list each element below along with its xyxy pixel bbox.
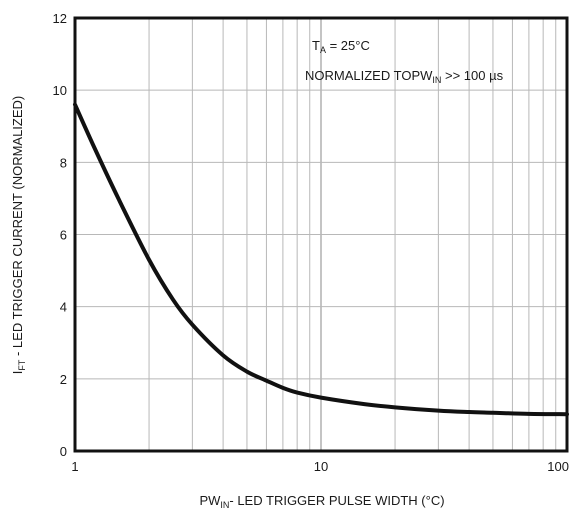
y-tick-label: 0 [60,444,67,459]
y-axis-title: IFT - LED TRIGGER CURRENT (NORMALIZED) [10,96,27,375]
y-tick-label: 12 [53,11,67,26]
y-tick-label: 8 [60,155,67,170]
y-tick-label: 6 [60,228,67,243]
x-tick-label: 1 [71,459,78,474]
tick-labels: 0 2 4 6 8 10 12 1 10 100 [53,11,569,474]
annotation-temperature: TA = 25°C [312,38,370,55]
annotation-normalized: NORMALIZED TOPWIN >> 100 µs [305,68,504,85]
plot-frame [73,16,569,453]
series-line [73,102,569,417]
y-tick-label: 4 [60,300,67,315]
grid [74,17,568,452]
y-tick-label: 10 [53,83,67,98]
x-axis-title: PWIN- LED TRIGGER PULSE WIDTH (°C) [199,493,444,510]
x-tick-label: 10 [314,459,328,474]
x-tick-label: 100 [547,459,569,474]
y-tick-label: 2 [60,372,67,387]
